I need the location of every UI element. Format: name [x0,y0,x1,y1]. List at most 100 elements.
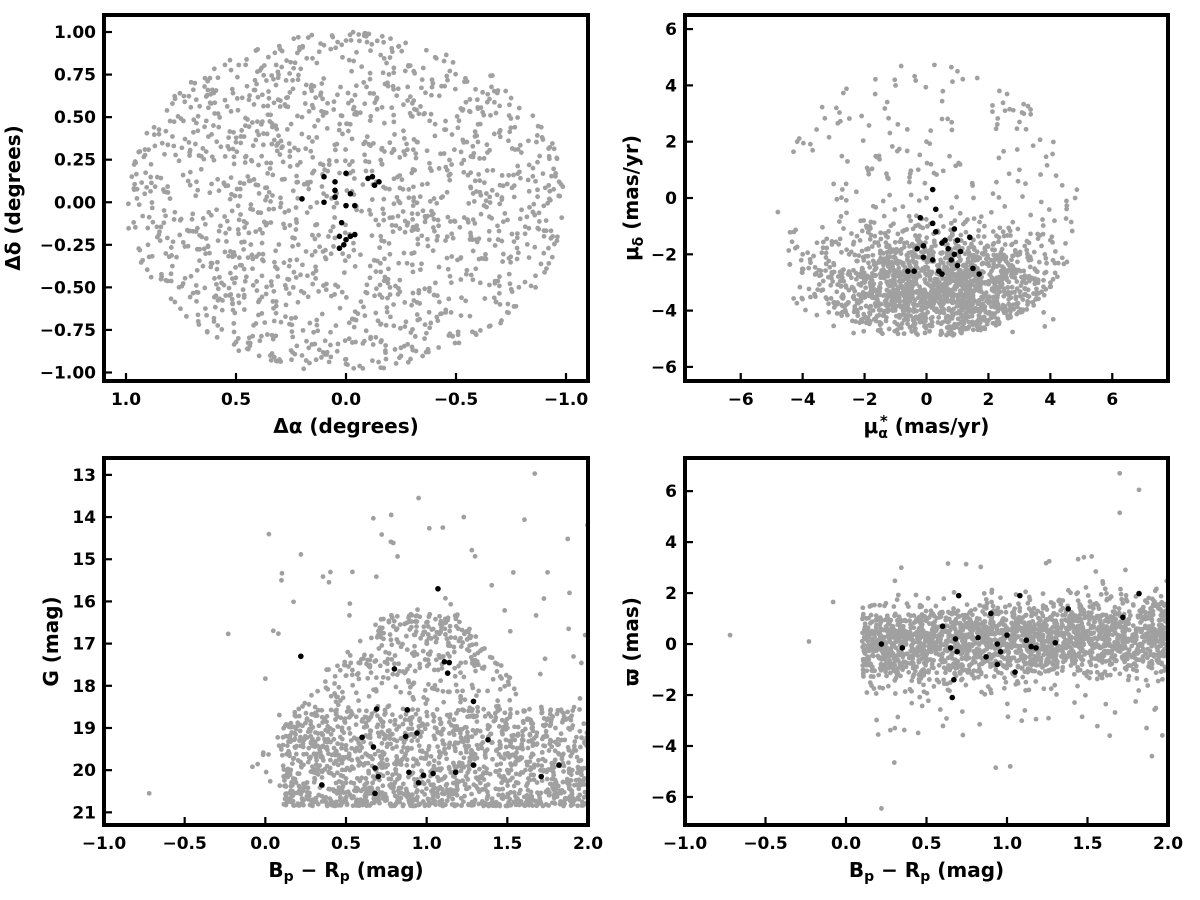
field-star-point [371,91,377,96]
field-star-point [539,778,545,784]
field-star-point [290,77,296,83]
field-star-point [394,727,400,732]
field-star-point [485,782,491,787]
field-star-point [378,322,383,327]
field-star-point [351,365,357,371]
field-star-point [500,183,506,189]
field-star-point [444,189,450,195]
field-star-point [378,52,384,58]
field-star-point [269,121,275,126]
x-tick-label: −6 [728,390,754,410]
field-star-point [214,207,219,213]
field-star-point [344,188,350,193]
field-star-point [362,782,368,788]
field-star-point [936,300,942,306]
field-star-point [831,260,837,266]
field-star-point [965,309,970,314]
field-star-point [289,357,294,363]
field-star-point [902,291,908,297]
field-star-point [410,203,416,209]
field-star-point [957,258,963,264]
field-star-point [187,182,193,188]
field-star-point [1024,307,1030,312]
field-star-point [214,266,220,272]
field-star-point [971,195,976,201]
field-star-point [146,147,151,153]
field-star-point [904,257,910,263]
field-star-point [513,799,518,804]
field-star-point [156,127,162,132]
field-star-point [465,729,470,735]
field-star-point [1003,254,1009,260]
field-star-point [478,648,483,654]
field-star-point [334,158,339,164]
field-star-point [837,110,842,115]
field-star-point [310,139,315,144]
field-star-point [346,57,352,63]
field-star-point [853,276,859,282]
field-star-point [514,231,520,237]
field-star-point [483,191,489,196]
field-star-point [495,237,501,242]
field-star-point [273,123,279,129]
field-star-point [477,189,483,195]
field-star-point [334,707,339,713]
field-star-point [970,255,976,261]
field-star-point [169,253,174,258]
field-star-point [492,99,497,105]
field-star-point [436,299,442,305]
field-star-point [346,336,352,342]
field-star-point [820,239,826,245]
field-star-point [990,229,996,234]
field-star-point [1015,259,1020,265]
field-star-point [861,218,867,223]
field-star-point [839,249,844,255]
field-star-point [202,221,208,227]
field-star-point [942,255,948,261]
field-star-point [806,265,812,271]
member-star-point [945,245,951,252]
field-star-point [322,736,327,742]
field-star-point [403,40,409,46]
field-star-point [1010,253,1015,259]
field-star-point [537,153,543,159]
field-star-point [971,278,977,284]
field-star-point [841,278,847,284]
field-star-point [1021,101,1027,107]
field-star-point [355,756,360,762]
field-star-point [974,249,980,255]
field-star-point [229,86,235,92]
field-star-point [496,290,502,296]
field-star-point [307,790,312,796]
field-star-point [231,321,237,326]
field-star-point [993,126,999,132]
field-star-point [369,168,375,174]
field-star-point [873,318,879,324]
field-star-point [513,779,519,785]
field-star-point [295,801,301,807]
field-star-point [270,336,276,342]
field-star-point [794,139,800,145]
field-star-point [350,803,356,809]
field-star-point [225,631,231,637]
field-star-point [917,152,923,158]
field-star-point [270,193,275,198]
field-star-point [343,356,349,362]
field-star-point [346,664,351,669]
field-star-point [914,308,919,314]
field-star-point [1028,212,1034,218]
field-star-point [233,275,239,281]
field-star-point [309,252,315,258]
field-star-point [869,166,875,172]
field-star-point [517,169,522,175]
field-star-point [211,66,217,72]
field-star-point [524,783,529,789]
field-star-point [331,745,337,751]
field-star-point [316,232,322,238]
field-star-point [295,34,301,40]
field-star-point [930,305,936,310]
field-star-point [294,343,300,349]
field-star-point [165,278,170,284]
field-star-point [244,220,249,226]
